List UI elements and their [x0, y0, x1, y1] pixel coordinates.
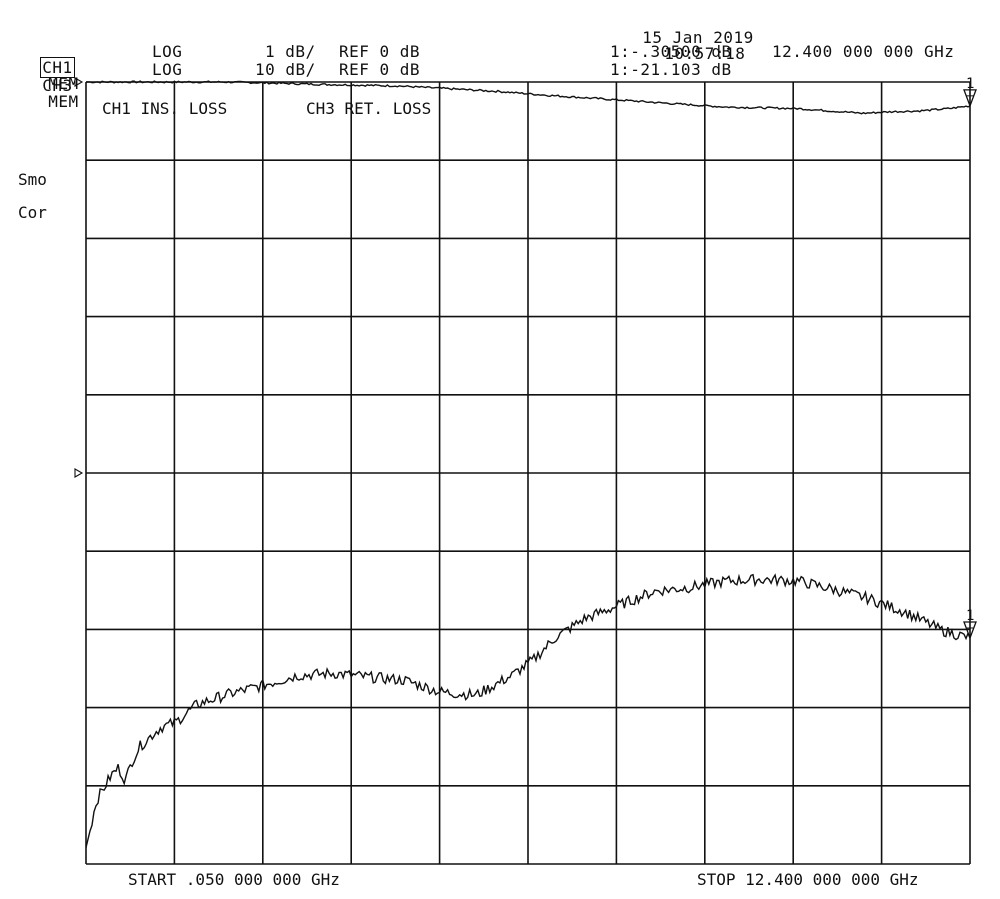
stop-frequency: STOP 12.400 000 000 GHz [697, 870, 919, 889]
ch1-ref: REF 0 dB [339, 42, 421, 61]
marker-number: 1 [966, 76, 974, 92]
start-frequency: START .050 000 000 GHz [128, 870, 340, 889]
ch3-status-line: CH3 MEM [20, 62, 79, 110]
ch1-trace-title: CH1 INS. LOSS [102, 99, 227, 118]
ch3-trace-title: CH3 RET. LOSS [306, 99, 431, 118]
marker-triangle [963, 89, 977, 108]
ch3-format: LOG [152, 60, 183, 79]
marker-triangle [963, 621, 977, 640]
ch1-marker-freq: 12.400 000 000 GHz [772, 42, 955, 61]
ch3-marker-value: 1:-21.103 dB [610, 60, 732, 79]
plot-traces: 11 [85, 76, 977, 848]
ch1-status-line: CH1 MEM [20, 44, 79, 92]
trace-ch3-ret-loss [85, 573, 971, 848]
ch3-scale: 10 dB/ [255, 60, 316, 79]
smoothing-label: Smo [18, 170, 47, 189]
ch1-scale: 1 dB/ [265, 42, 316, 61]
reference-markers [74, 77, 84, 478]
trace-ch1-ins-loss [86, 80, 971, 115]
date-text: 15 Jan 2019 [642, 28, 754, 47]
reference-marker [74, 468, 84, 478]
plot-grid [85, 81, 971, 865]
ch3-mode: MEM [48, 92, 79, 111]
time-text: 10:57:18 [664, 44, 746, 63]
correction-label: Cor [18, 203, 47, 222]
ch1-mode: MEM [48, 74, 79, 93]
date-time: 15 Jan 2019 10:57:18 [622, 14, 754, 62]
ch1-format: LOG [152, 42, 183, 61]
ch1-label: CH1 [40, 57, 75, 78]
ch1-marker-value: 1:-.30500 dB [610, 42, 732, 61]
ch3-label: CH3 [42, 76, 73, 95]
ch3-ref: REF 0 dB [339, 60, 421, 79]
reference-marker [74, 77, 84, 87]
marker-number: 1 [966, 608, 974, 624]
